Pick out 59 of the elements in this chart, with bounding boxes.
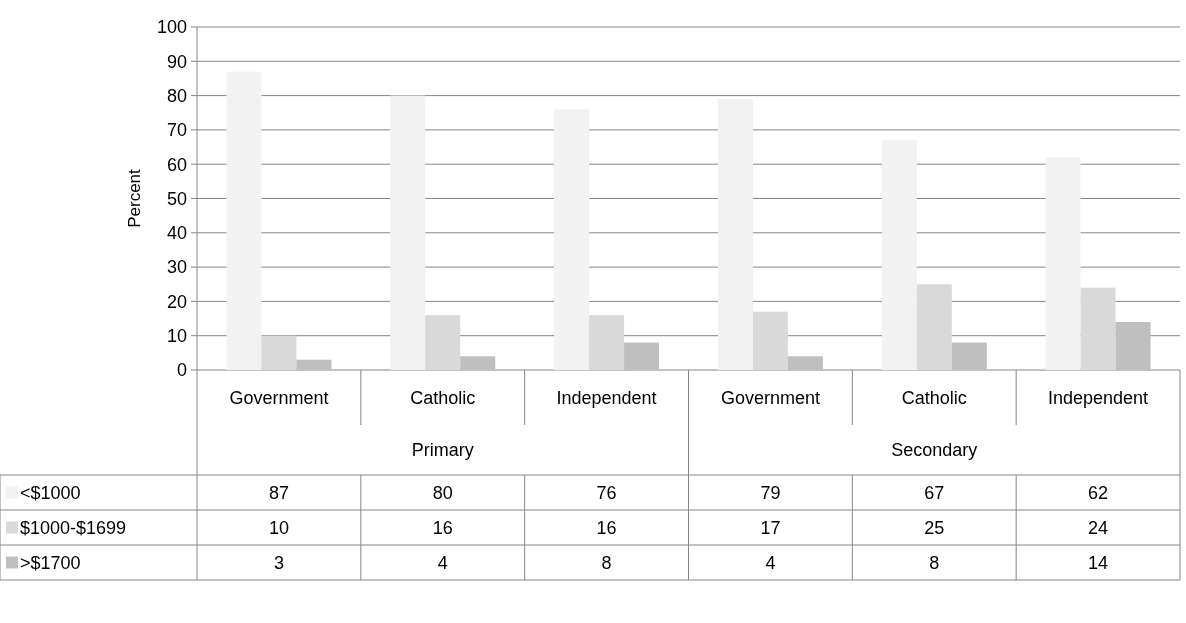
bar — [554, 109, 590, 370]
x-tick-label: Catholic — [901, 387, 967, 408]
y-tick-label: 10 — [166, 326, 187, 346]
text: Primary — [411, 440, 474, 461]
x-tick-label: Independent — [556, 387, 657, 408]
data-label: 4 — [437, 552, 448, 573]
data-label: 67 — [924, 482, 945, 503]
y-tick-label: 20 — [166, 291, 187, 312]
y-tick-label: 70 — [166, 120, 187, 141]
data-label: 16 — [432, 517, 453, 538]
bar — [226, 71, 262, 370]
bar — [296, 359, 332, 370]
data-label: 8 — [601, 552, 612, 573]
bar — [589, 315, 625, 370]
bar — [752, 311, 788, 370]
data-label: 24 — [1088, 517, 1109, 538]
data-label: 79 — [760, 482, 781, 503]
bar — [916, 284, 952, 370]
bar — [717, 99, 753, 370]
data-label: 8 — [929, 552, 940, 573]
x-tick-label: Government — [720, 387, 820, 408]
data-label: 62 — [1088, 482, 1109, 503]
bar — [261, 335, 297, 370]
bar — [951, 342, 987, 370]
y-tick-label: 90 — [166, 51, 187, 72]
y-tick-label: 40 — [166, 223, 187, 244]
data-label: 3 — [273, 552, 284, 573]
data-label: 17 — [760, 517, 781, 538]
bar — [390, 95, 426, 370]
bar — [787, 356, 823, 370]
bar — [881, 140, 917, 370]
data-label: 80 — [432, 482, 453, 503]
x-tick-label: Independent — [1048, 387, 1149, 408]
y-tick-label: 30 — [166, 257, 187, 278]
y-tick-label: 60 — [166, 154, 187, 175]
bar — [1115, 321, 1151, 370]
legend-label: >$1700 — [20, 552, 81, 573]
data-label: 14 — [1088, 552, 1109, 573]
data-label: 87 — [268, 482, 289, 503]
data-label: 4 — [765, 552, 776, 573]
y-tick-label: 80 — [166, 85, 187, 106]
bar — [425, 315, 461, 370]
y-tick-label: 100 — [156, 17, 187, 38]
legend-label: $1000-$1699 — [20, 517, 127, 538]
y-tick-label: 0 — [176, 360, 187, 381]
data-label: 76 — [596, 482, 617, 503]
bar — [624, 342, 660, 370]
bar — [1080, 287, 1116, 370]
y-axis-title: Percent — [125, 168, 144, 228]
data-label: 25 — [924, 517, 945, 538]
bar — [1045, 157, 1081, 370]
x-tick-label: Catholic — [410, 387, 476, 408]
bar — [460, 356, 496, 370]
text: Secondary — [891, 440, 978, 461]
data-label: 10 — [268, 517, 289, 538]
y-tick-label: 50 — [166, 188, 187, 209]
data-label: 16 — [596, 517, 617, 538]
legend-label: <$1000 — [20, 482, 81, 503]
x-tick-label: Government — [229, 387, 329, 408]
